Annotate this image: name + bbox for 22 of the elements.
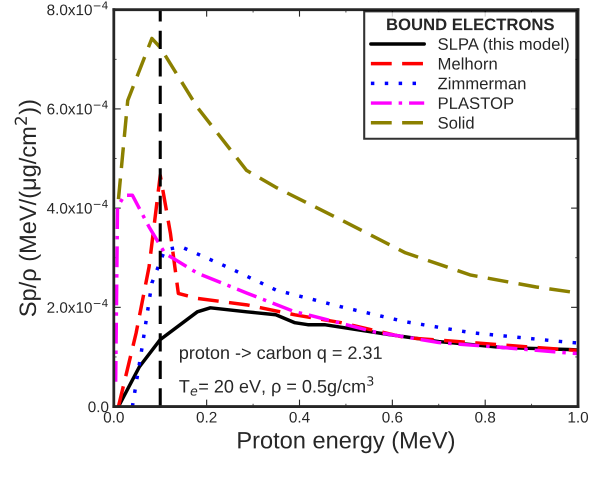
x-tick-label: 0.8 [475, 412, 496, 423]
y-tick-label: 4.0x10$^{−4}$ [46, 200, 108, 214]
y-tick-label: 6.0x10$^{−4}$ [47, 100, 108, 114]
x-tick-label: 0.4 [289, 412, 310, 423]
y-tick-label: 8.0x10$^{−4}$ [47, 1, 108, 16]
annotation: T$_{e}$= 20 eV, ρ = 0.5g/cm$^{3}$ [179, 376, 374, 396]
legend-label: SLPA (this model) [438, 38, 569, 54]
legend-label: Solid [438, 116, 474, 129]
x-tick-label: 0.6 [382, 412, 402, 423]
x-axis-title: Proton energy (MeV) [238, 431, 454, 454]
x-tick-label: 1.0 [568, 412, 588, 423]
x-tick-label: 0.0 [104, 412, 124, 423]
legend-label: Melhorn [438, 57, 497, 70]
legend-label: Zimmerman [438, 77, 526, 90]
y-axis-title: Sp/ρ (MeV/(μg/cm$^{2}$)) [14, 100, 41, 316]
line-series [130, 245, 578, 407]
y-tick-label: 2.0x10$^{−4}$ [47, 299, 108, 313]
annotation: proton -> carbon q = 2.31 [180, 346, 382, 363]
y-tick-label: 0.0 [88, 401, 108, 412]
legend-label: PLASTOP [438, 97, 514, 110]
x-tick-label: 0.2 [196, 412, 217, 423]
legend-title: BOUND ELECTRONS [387, 18, 554, 30]
